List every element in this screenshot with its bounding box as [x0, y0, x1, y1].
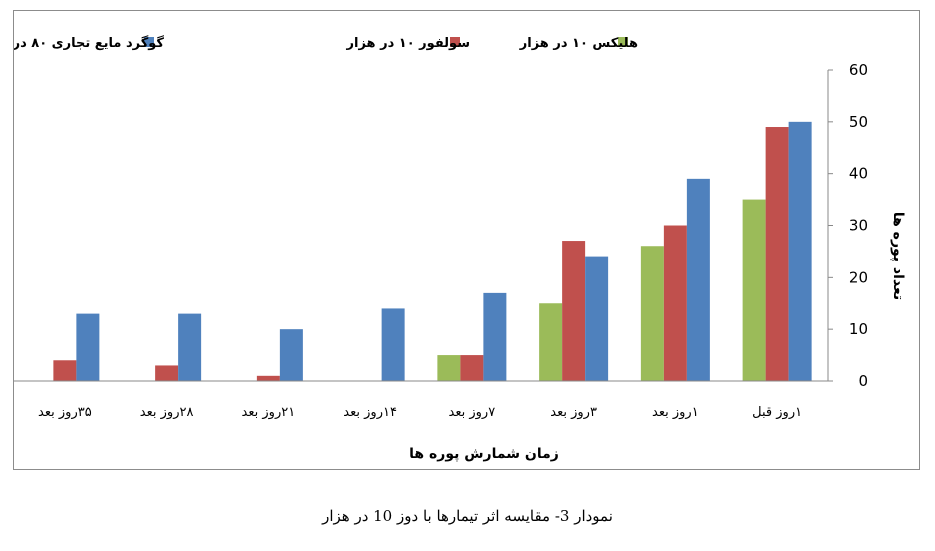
bar — [483, 292, 507, 381]
bar — [155, 365, 179, 381]
x-tick-label: ۱۴روز بعد — [343, 405, 397, 420]
legend: هلیکس ۱۰ در هزار سولفور ۱۰ در هزار گوگرد م… — [14, 35, 638, 51]
y-axis-ticks: 0 10 20 30 40 50 60 — [828, 61, 868, 390]
chart-frame: هلیکس ۱۰ در هزار سولفور ۱۰ در هزار گوگرد م… — [13, 10, 920, 470]
x-tick-label: ۷روز بعد — [449, 405, 496, 420]
x-tick-label: ۳روز بعد — [550, 405, 597, 420]
y-tick-label: 30 — [849, 217, 868, 235]
x-tick-label: ۱روز قبل — [752, 405, 802, 420]
bar — [76, 313, 100, 381]
legend-swatch — [144, 37, 154, 47]
legend-swatch — [618, 37, 628, 47]
x-tick-label: ۱روز بعد — [652, 405, 699, 420]
bar — [742, 199, 766, 381]
bar — [279, 329, 303, 381]
y-tick-label: 0 — [858, 372, 868, 390]
x-tick-label: ۳۵روز بعد — [38, 405, 92, 420]
bar — [53, 360, 77, 381]
bar — [460, 355, 484, 381]
bar-chart: هلیکس ۱۰ در هزار سولفور ۱۰ در هزار گوگرد م… — [14, 35, 906, 462]
bar — [686, 178, 710, 381]
bar — [539, 303, 563, 381]
bar — [562, 241, 586, 381]
legend-label: هلیکس ۱۰ در هزار — [519, 36, 638, 51]
x-axis-title: زمان شمارش پوره ها — [409, 446, 559, 462]
y-tick-label: 60 — [849, 61, 868, 79]
bar — [640, 246, 664, 381]
bar — [178, 313, 202, 381]
bar — [585, 256, 609, 381]
y-tick-label: 40 — [849, 165, 868, 183]
figure-caption: نمودار 3- مقایسه اثر تیمارها با دوز 10 د… — [322, 507, 613, 525]
y-axis-title: تعداد پوره ها — [890, 212, 906, 300]
legend-label: گوگرد مایع تجاری ۸۰ درصد ۱۰ در هزار — [14, 35, 164, 51]
bar — [437, 355, 461, 381]
bar — [788, 121, 812, 381]
bar — [256, 375, 280, 381]
bar — [765, 127, 789, 382]
bars — [53, 121, 812, 382]
y-tick-label: 50 — [849, 113, 868, 131]
x-tick-label: ۲۱روز بعد — [242, 405, 296, 420]
legend-swatch — [450, 37, 460, 47]
x-axis-ticks: ۱روز قبل ۱روز بعد ۳روز بعد ۷روز بعد ۱۴روز بع… — [38, 405, 802, 420]
bar — [663, 225, 687, 381]
y-tick-label: 20 — [849, 268, 868, 286]
bar — [381, 308, 405, 381]
legend-label: سولفور ۱۰ در هزار — [346, 36, 470, 51]
x-tick-label: ۲۸روز بعد — [140, 405, 194, 420]
y-tick-label: 10 — [849, 320, 868, 338]
